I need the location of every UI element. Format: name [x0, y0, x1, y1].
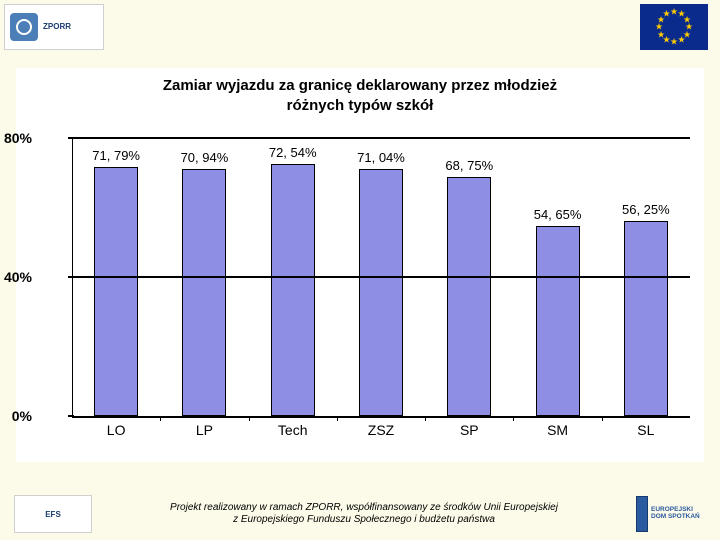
category-label: LP [196, 422, 213, 438]
bar-value-label: 70, 94% [181, 150, 229, 165]
zporr-logo-mark [10, 13, 38, 41]
y-tick-mark [68, 415, 74, 417]
donspotkan-line: DOM SPOTKAŃ [651, 514, 700, 521]
zporr-logo: ZPORR [4, 4, 104, 50]
category-label: SM [547, 422, 568, 438]
category-label: SP [460, 422, 479, 438]
gridline [72, 276, 690, 278]
footer-caption-line: Projekt realizowany w ramach ZPORR, wspó… [102, 502, 626, 515]
category-tick [160, 416, 161, 421]
bar-value-label: 71, 79% [92, 148, 140, 163]
bar [624, 221, 668, 416]
category-label: Tech [278, 422, 308, 438]
y-tick-label: 80% [4, 130, 32, 146]
category-tick [249, 416, 250, 421]
donspotkan-logo-mark [636, 496, 648, 532]
bar-value-label: 56, 25% [622, 202, 670, 217]
footer-caption-line: z Europejskiego Funduszu Społecznego i b… [102, 514, 626, 527]
bar-value-label: 72, 54% [269, 145, 317, 160]
x-axis [72, 416, 690, 418]
bar-value-label: 54, 65% [534, 207, 582, 222]
bar [447, 177, 491, 416]
bar [271, 164, 315, 416]
bar [94, 167, 138, 416]
eu-star-icon: ★ [670, 38, 678, 47]
eu-star-icon: ★ [662, 10, 670, 19]
category-label: ZSZ [368, 422, 394, 438]
footer-caption: Projekt realizowany w ramach ZPORR, wspó… [92, 502, 636, 527]
eu-flag: ★★★★★★★★★★★★ [640, 4, 708, 50]
bar [359, 169, 403, 416]
category-label: LO [107, 422, 126, 438]
category-label: SL [637, 422, 654, 438]
category-tick [602, 416, 603, 421]
bar [536, 226, 580, 416]
y-tick-label: 40% [4, 269, 32, 285]
footer-bar: EFS Projekt realizowany w ramach ZPORR, … [0, 494, 720, 534]
chart-title-line: Zamiar wyjazdu za granicę deklarowany pr… [16, 76, 704, 96]
bar [182, 169, 226, 416]
chart-title-line: różnych typów szkół [16, 96, 704, 116]
bar-value-label: 68, 75% [445, 158, 493, 173]
category-tick [513, 416, 514, 421]
donspotkan-logo-text: EUROPEJSKIDOM SPOTKAŃ [651, 507, 700, 521]
category-tick [337, 416, 338, 421]
bar-value-label: 71, 04% [357, 150, 405, 165]
chart-panel: Zamiar wyjazdu za granicę deklarowany pr… [16, 68, 704, 462]
header-bar: ZPORR ★★★★★★★★★★★★ [0, 0, 720, 52]
efs-logo-text: EFS [45, 510, 61, 519]
category-tick [425, 416, 426, 421]
chart-title: Zamiar wyjazdu za granicę deklarowany pr… [16, 68, 704, 115]
gridline [72, 137, 690, 139]
efs-logo: EFS [14, 495, 92, 533]
donspotkan-logo: EUROPEJSKIDOM SPOTKAŃ [636, 494, 706, 534]
zporr-logo-text: ZPORR [43, 23, 71, 32]
y-tick-label: 0% [12, 408, 32, 424]
eu-star-icon: ★ [677, 35, 685, 44]
